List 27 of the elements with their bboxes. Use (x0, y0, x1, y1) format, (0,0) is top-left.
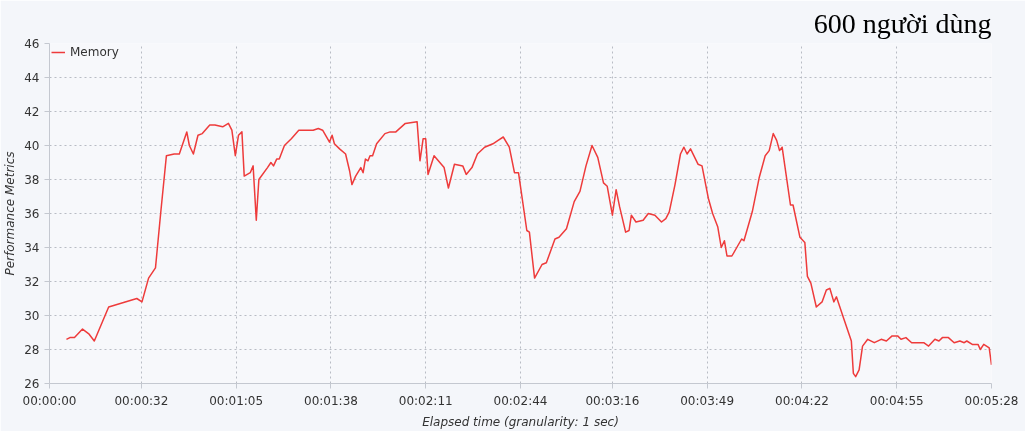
x-tick-label: 00:05:28 (964, 393, 1019, 408)
x-axis-title: Elapsed time (granularity: 1 sec) (422, 414, 619, 429)
x-tick-label: 00:00:00 (22, 393, 77, 408)
x-tick-label: 00:02:11 (398, 393, 453, 408)
x-tick-label: 00:01:05 (209, 393, 264, 408)
y-tick-label: 32 (24, 275, 40, 289)
x-tick-label: 00:04:55 (869, 393, 924, 408)
y-tick-label: 42 (24, 105, 40, 119)
y-tick-label: 28 (24, 343, 40, 357)
y-tick-label: 26 (24, 377, 40, 391)
y-tick-label: 44 (24, 71, 40, 85)
text: Memory (70, 45, 119, 59)
y-tick-label: 34 (24, 241, 40, 255)
line-series (65, 120, 992, 378)
x-tick-label: 00:02:44 (493, 393, 548, 408)
y-tick-label: 30 (24, 309, 40, 323)
y-tick-label: 46 (24, 37, 40, 51)
x-tick-label: 00:03:49 (680, 393, 735, 408)
y-axis-title: Performance Metrics (3, 151, 18, 276)
y-tick-label: 38 (24, 173, 40, 187)
chart-title: 600 người dùng (813, 7, 992, 39)
x-tick-label: 00:00:32 (114, 393, 169, 408)
x-tick-label: 00:04:22 (775, 393, 829, 408)
x-tick-label: 00:03:16 (585, 393, 640, 408)
y-tick-label: 40 (24, 139, 40, 153)
x-tick-label: 00:01:38 (304, 393, 358, 408)
y-tick-label: 36 (24, 207, 40, 221)
